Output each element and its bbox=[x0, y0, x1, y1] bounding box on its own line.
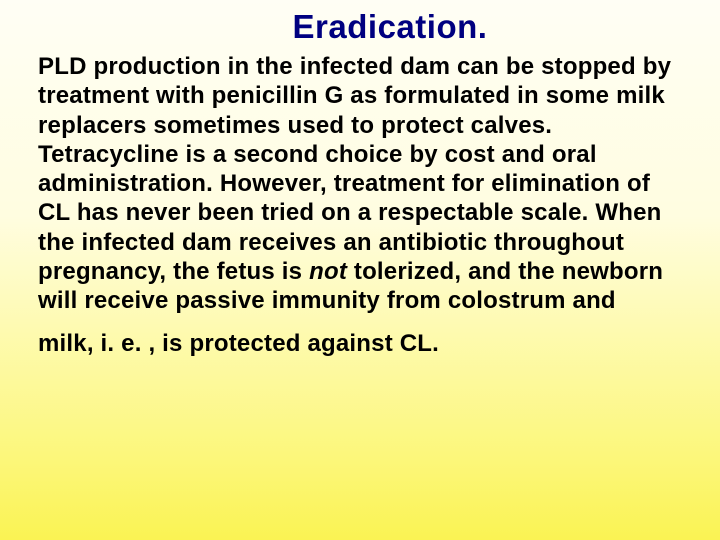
body-paragraph-2: milk, i. e. , is protected against CL. bbox=[38, 329, 682, 358]
slide-title: Eradication. bbox=[38, 8, 682, 46]
slide-container: Eradication. PLD production in the infec… bbox=[0, 0, 720, 540]
body-text-3: milk, i. e. , is protected against CL. bbox=[38, 330, 439, 357]
body-paragraph-1: PLD production in the infected dam can b… bbox=[38, 52, 682, 315]
slide-body: PLD production in the infected dam can b… bbox=[38, 52, 682, 359]
body-text-1: PLD production in the infected dam can b… bbox=[38, 53, 671, 285]
body-emphasis-not: not bbox=[309, 258, 347, 285]
